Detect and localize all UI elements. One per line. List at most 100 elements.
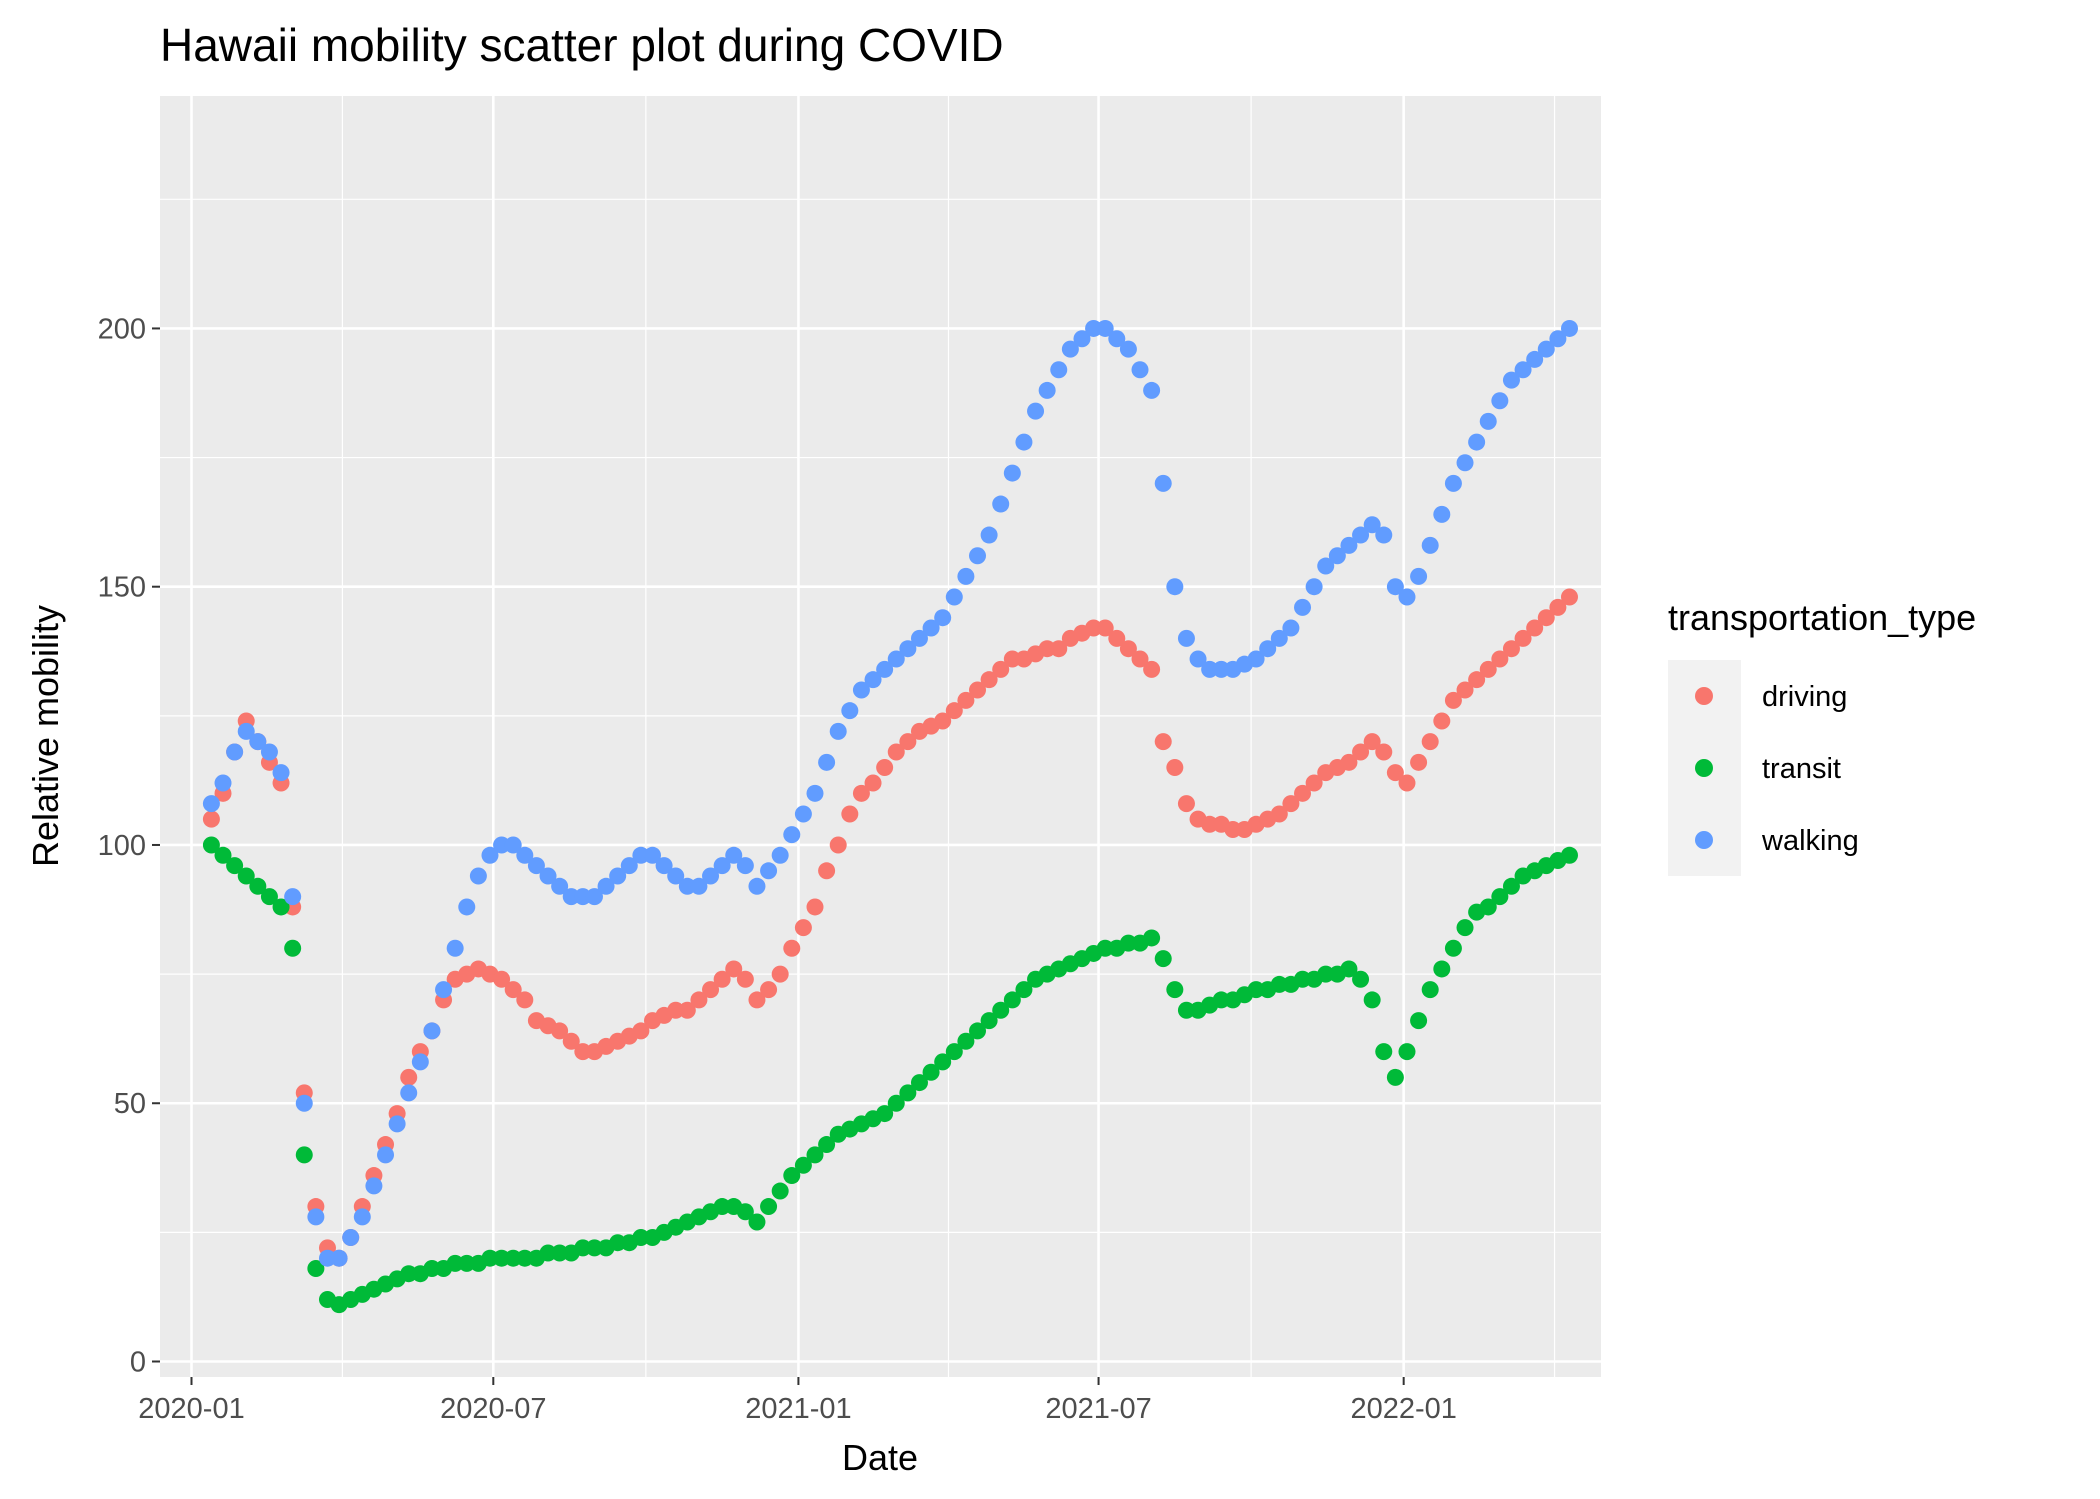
data-point-walking	[922, 619, 940, 637]
data-point-driving	[493, 970, 511, 988]
data-point-walking	[1352, 526, 1370, 544]
data-point-walking	[1050, 361, 1068, 379]
data-point-walking	[655, 857, 673, 875]
data-point-walking	[353, 1208, 371, 1226]
data-point-walking	[945, 588, 963, 606]
data-point-walking	[1421, 536, 1439, 554]
data-point-walking	[910, 629, 928, 647]
data-point-driving	[1270, 805, 1288, 823]
data-point-walking	[1003, 464, 1021, 482]
data-point-walking	[771, 846, 789, 864]
data-point-walking	[551, 877, 569, 895]
data-point-driving	[934, 712, 952, 730]
data-point-walking	[202, 795, 220, 813]
x-tick-label: 2020-07	[440, 1393, 546, 1425]
data-point-driving	[1050, 640, 1068, 658]
data-point-walking	[469, 867, 487, 885]
data-point-walking	[1375, 526, 1393, 544]
data-point-transit	[214, 846, 232, 864]
data-point-driving	[794, 919, 812, 937]
data-point-walking	[1549, 330, 1567, 348]
data-point-driving	[818, 862, 836, 880]
data-point-driving	[736, 970, 754, 988]
data-point-walking	[725, 846, 743, 864]
data-point-walking	[713, 857, 731, 875]
data-point-transit	[934, 1053, 952, 1071]
data-point-transit	[260, 888, 278, 906]
y-tick-label: 200	[98, 313, 146, 345]
data-point-driving	[690, 991, 708, 1009]
data-point-walking	[1468, 433, 1486, 451]
data-point-walking	[992, 495, 1010, 513]
data-point-walking	[446, 939, 464, 957]
data-point-driving	[864, 774, 882, 792]
data-point-driving	[702, 981, 720, 999]
data-point-walking	[284, 888, 302, 906]
data-point-driving	[1537, 609, 1555, 627]
data-point-driving	[1468, 671, 1486, 689]
data-point-walking	[1340, 536, 1358, 554]
data-point-driving	[1305, 774, 1323, 792]
data-point-driving	[713, 970, 731, 988]
data-point-driving	[887, 743, 905, 761]
data-point-walking	[342, 1229, 360, 1247]
data-point-driving	[748, 991, 766, 1009]
data-point-walking	[864, 671, 882, 689]
data-point-driving	[1398, 774, 1416, 792]
data-point-walking	[1444, 474, 1462, 492]
data-point-walking	[899, 640, 917, 658]
data-point-transit	[1352, 970, 1370, 988]
legend-label-transit: transit	[1762, 753, 1841, 785]
data-point-driving	[1294, 784, 1312, 802]
data-point-transit	[1502, 877, 1520, 895]
data-point-transit	[1015, 981, 1033, 999]
data-point-driving	[504, 981, 522, 999]
data-point-walking	[237, 722, 255, 740]
data-point-walking	[504, 836, 522, 854]
data-point-walking	[1317, 557, 1335, 575]
data-point-driving	[1108, 629, 1126, 647]
data-point-transit	[806, 1146, 824, 1164]
data-point-transit	[1386, 1068, 1404, 1086]
data-point-walking	[841, 702, 859, 720]
data-point-transit	[771, 1182, 789, 1200]
data-point-transit	[1003, 991, 1021, 1009]
x-tick-label: 2022-01	[1350, 1393, 1456, 1425]
data-point-walking	[829, 722, 847, 740]
data-point-driving	[1131, 650, 1149, 668]
y-tick-label: 50	[114, 1088, 146, 1120]
data-point-transit	[945, 1043, 963, 1061]
data-point-driving	[969, 681, 987, 699]
data-point-transit	[957, 1032, 975, 1050]
data-point-walking	[1386, 578, 1404, 596]
data-point-transit	[1154, 950, 1172, 968]
legend-key-transit	[1695, 759, 1713, 777]
data-point-driving	[876, 758, 894, 776]
data-point-walking	[1027, 402, 1045, 420]
data-point-transit	[1363, 991, 1381, 1009]
data-point-walking	[411, 1053, 429, 1071]
legend-label-walking: walking	[1761, 825, 1859, 857]
data-point-walking	[330, 1249, 348, 1267]
data-point-walking	[609, 867, 627, 885]
data-point-transit	[1444, 939, 1462, 957]
data-point-transit	[794, 1156, 812, 1174]
data-point-transit	[1433, 960, 1451, 978]
data-point-driving	[1096, 619, 1114, 637]
data-point-walking	[887, 650, 905, 668]
grid-major	[160, 96, 1601, 1377]
data-point-transit	[980, 1012, 998, 1030]
data-point-walking	[620, 857, 638, 875]
data-point-walking	[1502, 371, 1520, 389]
data-point-driving	[1479, 660, 1497, 678]
data-point-transit	[922, 1063, 940, 1081]
data-point-transit	[1340, 960, 1358, 978]
data-point-walking	[516, 846, 534, 864]
data-point-walking	[214, 774, 232, 792]
x-tick-label: 2020-01	[138, 1393, 244, 1425]
data-point-driving	[806, 898, 824, 916]
data-point-driving	[841, 805, 859, 823]
x-tick-label: 2021-07	[1045, 1393, 1151, 1425]
grid-minor	[160, 96, 1601, 1377]
data-point-driving	[1526, 619, 1544, 637]
